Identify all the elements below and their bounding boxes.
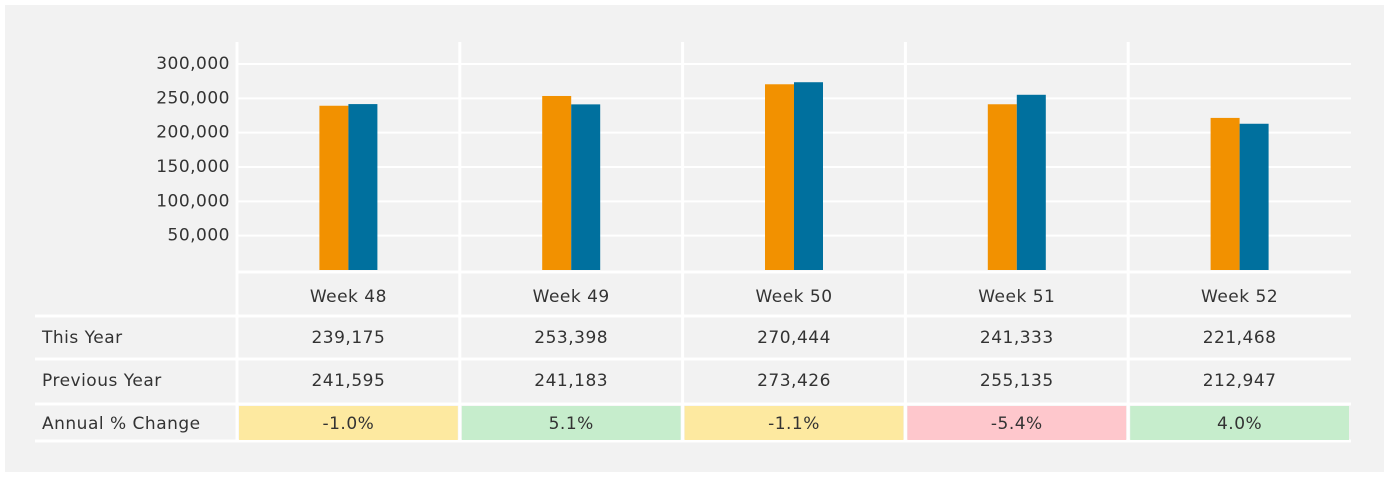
change-cell: [461, 406, 681, 440]
change-cell: [239, 406, 458, 440]
bar: [542, 95, 572, 271]
bar: [348, 104, 378, 270]
table-value: 241,333: [980, 328, 1054, 348]
change-cell: [907, 406, 1127, 440]
table-value: 239,175: [311, 328, 385, 348]
table-value: 241,595: [311, 371, 385, 391]
table-value: 221,468: [1203, 328, 1277, 348]
table-value: 253,398: [534, 328, 608, 348]
bar: [987, 104, 1017, 270]
y-tick-label: 50,000: [168, 226, 230, 246]
bar: [1210, 117, 1240, 270]
table-value: 241,183: [534, 371, 608, 391]
y-tick-label: 100,000: [156, 191, 230, 211]
y-tick-label: 250,000: [156, 88, 230, 108]
table-value: 212,947: [1203, 371, 1277, 391]
x-tick-label: Week 48: [310, 287, 387, 307]
x-tick-label: Week 51: [978, 287, 1055, 307]
row-label: Previous Year: [42, 371, 162, 391]
change-value: 5.1%: [549, 414, 594, 434]
table-value: 273,426: [757, 371, 831, 391]
x-tick-label: Week 52: [1201, 287, 1278, 307]
change-cell: [684, 406, 904, 440]
y-tick-label: 200,000: [156, 123, 230, 143]
y-tick-label: 300,000: [156, 54, 230, 74]
change-value: -1.1%: [768, 414, 820, 434]
bar: [794, 82, 823, 270]
bar: [571, 104, 601, 270]
table-value: 270,444: [757, 328, 831, 348]
x-tick-label: Week 50: [755, 287, 832, 307]
panel: [5, 5, 1384, 472]
bar: [1239, 123, 1269, 270]
row-label: This Year: [41, 328, 123, 348]
change-value: 4.0%: [1217, 414, 1262, 434]
x-tick-label: Week 49: [533, 287, 610, 307]
change-value: -1.0%: [322, 414, 374, 434]
bar: [1016, 94, 1046, 270]
bar: [319, 105, 349, 271]
change-value: -5.4%: [991, 414, 1043, 434]
bar: [765, 84, 794, 270]
change-cell: [1130, 406, 1349, 440]
y-tick-label: 150,000: [156, 157, 230, 177]
row-label: Annual % Change: [42, 414, 201, 434]
table-value: 255,135: [980, 371, 1054, 391]
